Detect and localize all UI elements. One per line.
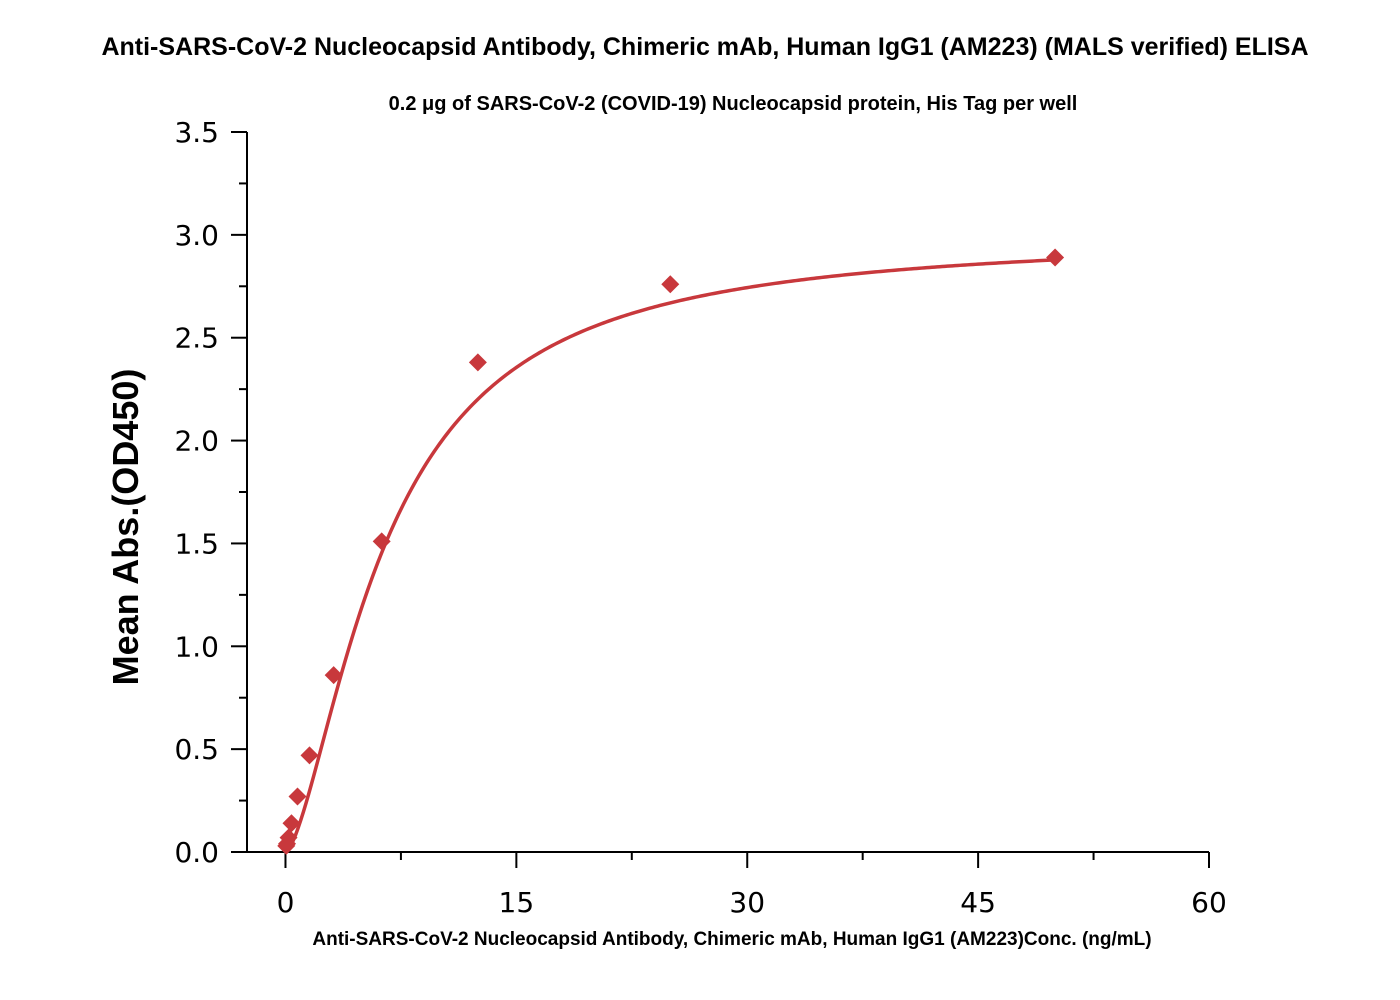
y-axis-label: Mean Abs.(OD450) xyxy=(105,369,146,686)
data-point xyxy=(372,532,391,551)
y-tick-label: 1.5 xyxy=(174,527,219,560)
data-point xyxy=(282,814,301,833)
data-point xyxy=(661,275,680,294)
data-points-layer xyxy=(277,248,1065,855)
fit-curve xyxy=(284,258,1056,854)
y-tick-label: 2.0 xyxy=(174,425,219,458)
x-tick-label: 45 xyxy=(960,886,996,919)
x-tick-label: 15 xyxy=(499,886,535,919)
axes xyxy=(246,132,1209,853)
y-tick-label: 1.0 xyxy=(174,630,219,663)
data-point xyxy=(324,666,343,685)
y-tick-label: 0.5 xyxy=(174,733,219,766)
data-point xyxy=(300,746,319,765)
y-tick-label: 3.0 xyxy=(174,219,219,252)
data-point xyxy=(279,828,298,847)
data-point xyxy=(288,787,307,806)
x-tick-label: 0 xyxy=(277,886,295,919)
y-tick-label: 2.5 xyxy=(174,322,219,355)
x-tick-label: 30 xyxy=(729,886,765,919)
x-tick-label: 60 xyxy=(1191,886,1227,919)
fit-curve-layer xyxy=(284,258,1056,854)
ticks: 0.0 0.5 1.0 1.5 2.0 2.5 3.0 3.5 0 15 30 45 60 xyxy=(174,116,1226,919)
y-tick-label: 0.0 xyxy=(174,836,219,869)
data-point xyxy=(1046,248,1065,267)
y-tick-label: 3.5 xyxy=(174,116,219,149)
chart-title: Anti-SARS-CoV-2 Nucleocapsid Antibody, C… xyxy=(101,33,1308,61)
data-point xyxy=(468,353,487,372)
x-axis-label: Anti-SARS-CoV-2 Nucleocapsid Antibody, C… xyxy=(312,929,1151,950)
chart-subtitle: 0.2 μg of SARS-CoV-2 (COVID-19) Nucleoca… xyxy=(389,93,1078,115)
